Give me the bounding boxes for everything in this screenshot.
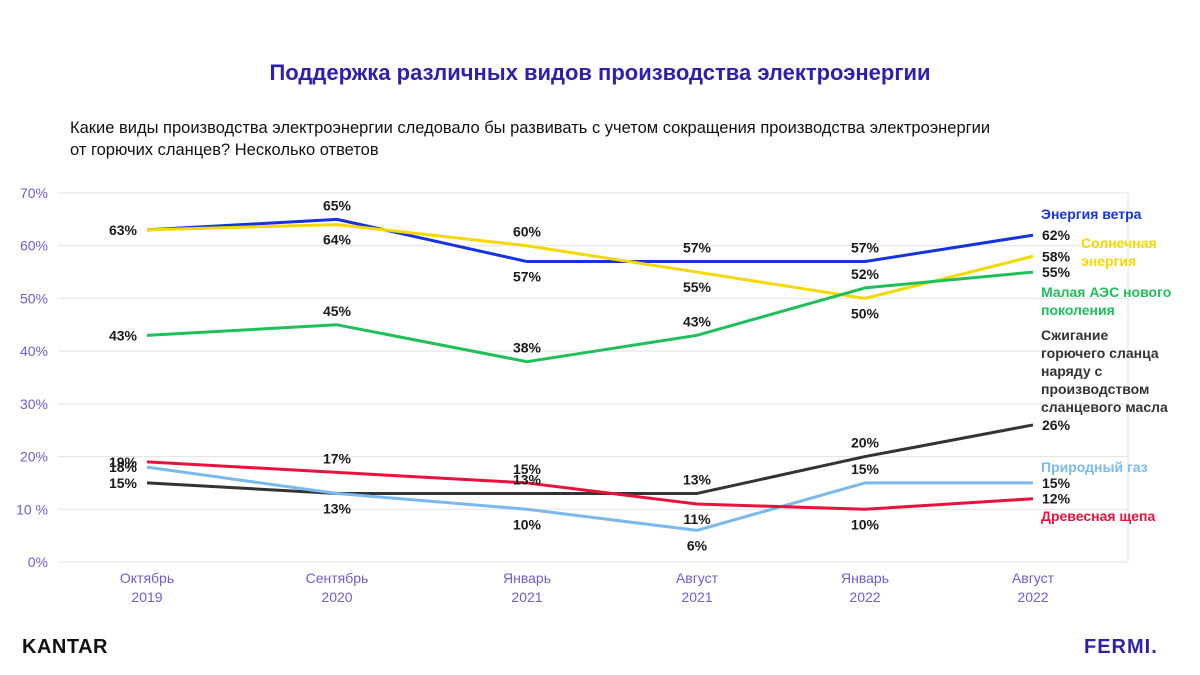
x-tick-label: Октябрь bbox=[120, 570, 174, 586]
y-tick-label: 60% bbox=[20, 238, 48, 254]
data-label: 6% bbox=[687, 537, 708, 553]
legend-entry: Энергия ветра bbox=[1041, 206, 1142, 222]
data-label: 11% bbox=[683, 511, 711, 527]
legend-entry: Природный газ bbox=[1041, 459, 1148, 475]
data-label: 13% bbox=[683, 471, 712, 487]
data-label: 57% bbox=[513, 269, 542, 285]
legend-entry: наряду с bbox=[1041, 363, 1103, 379]
data-label: 17% bbox=[323, 450, 352, 466]
survey-question-line-2: от горючих сланцев? Несколько ответов bbox=[70, 141, 379, 159]
x-tick-label: Сентябрь bbox=[306, 570, 369, 586]
x-tick-label: Январь bbox=[841, 570, 889, 586]
legend-entry: поколения bbox=[1041, 302, 1115, 318]
data-label: 26% bbox=[1042, 417, 1071, 433]
data-label: 19% bbox=[109, 454, 138, 470]
kantar-logo: KANTAR bbox=[22, 636, 108, 658]
legend-entry: Сжигание bbox=[1041, 327, 1108, 343]
data-label: 13% bbox=[513, 471, 542, 487]
x-tick-label: Январь bbox=[503, 570, 551, 586]
data-label: 10% bbox=[513, 516, 542, 532]
y-tick-label: 20% bbox=[20, 449, 48, 465]
data-label: 63% bbox=[109, 222, 138, 238]
survey-question: Какие виды производства электроэнергии с… bbox=[70, 117, 1150, 161]
legend-entry: Малая АЭС нового bbox=[1041, 284, 1171, 300]
x-tick-label: 2022 bbox=[1017, 589, 1048, 605]
y-tick-label: 40% bbox=[20, 343, 48, 359]
data-label: 57% bbox=[683, 240, 712, 256]
data-label: 62% bbox=[1042, 227, 1071, 243]
data-label: 55% bbox=[683, 279, 712, 295]
x-tick-label: Август bbox=[676, 570, 719, 586]
x-tick-label: 2020 bbox=[321, 589, 352, 605]
data-label: 13% bbox=[323, 500, 352, 516]
data-label: 43% bbox=[683, 313, 712, 329]
series-lines bbox=[146, 217, 1034, 532]
survey-question-line-1: Какие виды производства электроэнергии с… bbox=[70, 119, 991, 137]
x-tick-label: Август bbox=[1012, 570, 1055, 586]
y-tick-label: 30% bbox=[20, 396, 48, 412]
y-tick-label: 50% bbox=[20, 290, 48, 306]
y-tick-label: 10 % bbox=[16, 501, 48, 517]
y-tick-label: 70% bbox=[20, 185, 48, 201]
data-label: 60% bbox=[513, 224, 542, 240]
data-label: 64% bbox=[323, 232, 352, 248]
data-label: 18% bbox=[109, 459, 138, 475]
grid-lines bbox=[58, 192, 1129, 563]
data-label: 50% bbox=[851, 305, 880, 321]
data-label: 12% bbox=[1042, 491, 1071, 507]
series-line bbox=[146, 270, 1034, 364]
data-label: 55% bbox=[1042, 264, 1071, 280]
data-label: 43% bbox=[109, 327, 138, 343]
series-line bbox=[146, 460, 1034, 511]
data-label: 52% bbox=[851, 266, 880, 282]
data-label: 10% bbox=[851, 516, 880, 532]
x-tick-label: 2022 bbox=[849, 589, 880, 605]
legend-entry: Солнечная bbox=[1081, 235, 1157, 251]
data-label: 15% bbox=[109, 475, 138, 491]
x-tick-label: 2021 bbox=[681, 589, 712, 605]
data-label: 58% bbox=[1042, 248, 1071, 264]
x-tick-label: 2021 bbox=[511, 589, 542, 605]
series-line bbox=[146, 223, 1034, 300]
data-label: 15% bbox=[1042, 475, 1071, 491]
data-label: 57% bbox=[851, 240, 880, 256]
x-tick-label: 2019 bbox=[131, 589, 162, 605]
series-line bbox=[146, 217, 1034, 264]
series-line bbox=[146, 465, 1033, 532]
data-label: 45% bbox=[323, 303, 352, 319]
legend-entry: энергия bbox=[1081, 253, 1136, 269]
y-axis-ticks: 0% 10 % 20% 30% 40% 50% 60% 70% bbox=[16, 185, 48, 570]
data-label: 38% bbox=[513, 340, 542, 356]
chart-title: Поддержка различных видов производства э… bbox=[269, 60, 931, 85]
fermi-logo: FERMI. bbox=[1084, 636, 1158, 658]
legend: Энергия ветра Солнечная энергия Малая АЭС н… bbox=[1041, 206, 1171, 524]
legend-entry: Древесная щепа bbox=[1041, 508, 1155, 524]
x-axis-ticks: Октябрь 2019 Сентябрь 2020 Январь 2021 Август 2… bbox=[120, 570, 1055, 605]
data-label: 20% bbox=[851, 435, 880, 451]
legend-entry: производством bbox=[1041, 381, 1149, 397]
data-label: 15% bbox=[851, 461, 880, 477]
data-label: 15% bbox=[513, 461, 542, 477]
y-tick-label: 0% bbox=[28, 554, 48, 570]
data-labels: 63% 65% 57% 57% 57% 62% 64% 60% 55% 50% 58% 43% 45% 3… bbox=[109, 197, 1071, 553]
legend-entry: сланцевого масла bbox=[1041, 399, 1168, 415]
legend-entry: горючего сланца bbox=[1041, 345, 1159, 361]
data-label: 65% bbox=[323, 197, 352, 213]
